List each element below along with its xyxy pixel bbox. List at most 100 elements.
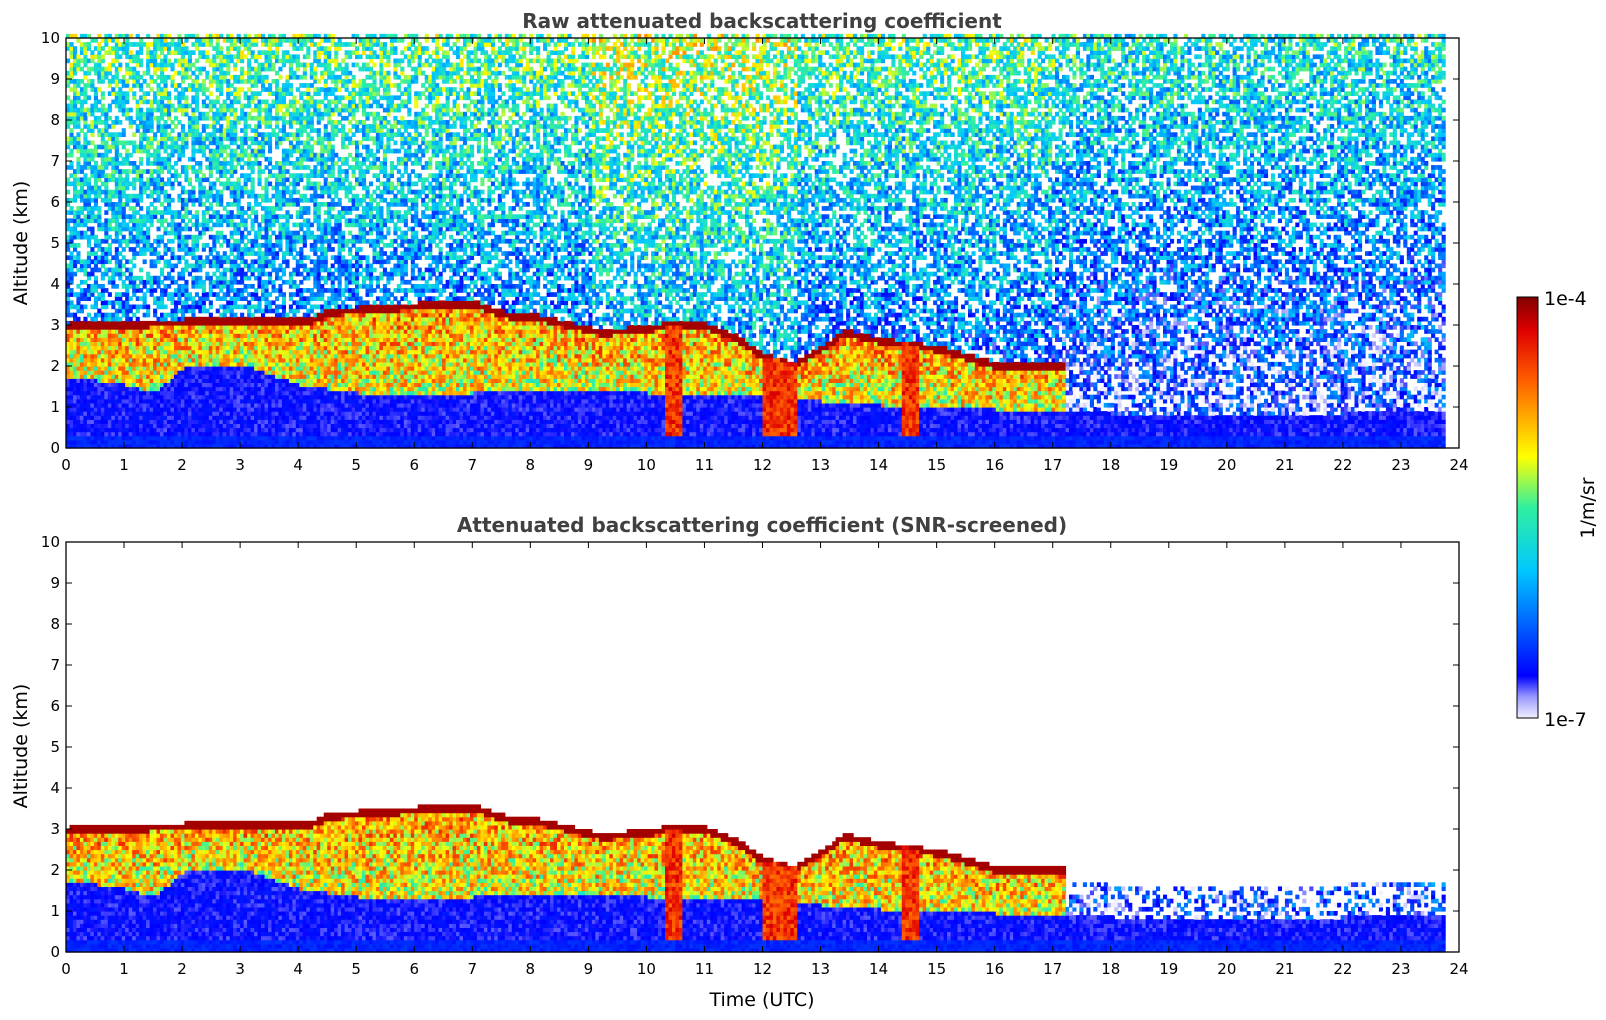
heatmap-cell [247,403,251,408]
heatmap-cell [177,309,181,314]
heatmap-cell [265,132,269,137]
heatmap-cell [125,141,129,146]
heatmap-cell [104,366,108,371]
heatmap-cell [171,325,175,330]
heatmap-cell [104,182,108,187]
heatmap-cell [177,42,181,47]
heatmap-cell [209,432,213,437]
heatmap-cell [285,153,289,158]
heatmap-cell [83,136,87,141]
heatmap-cell [70,104,74,109]
heatmap-cell [184,333,188,338]
heatmap-cell [268,264,272,269]
heatmap-cell [247,346,251,351]
heatmap-cell [209,440,213,445]
heatmap-cell [278,235,282,240]
heatmap-cell [157,108,161,113]
heatmap-cell [268,169,272,174]
heatmap-cell [223,350,227,355]
heatmap-cell [198,280,202,285]
heatmap-cell [282,116,286,121]
heatmap-cell [157,67,161,72]
heatmap-cell [216,169,220,174]
heatmap-cell [188,296,192,301]
heatmap-cell [87,387,91,392]
heatmap-cell [216,292,220,297]
heatmap-cell [181,186,185,191]
heatmap-cell [111,415,115,420]
heatmap-cell [76,235,80,240]
heatmap-cell [209,186,213,191]
heatmap-cell [219,112,223,117]
heatmap-cell [233,149,237,154]
heatmap-cell [115,83,119,88]
heatmap-cell [268,38,272,43]
heatmap-cell [251,313,255,318]
heatmap-cell [146,423,150,428]
heatmap-cell [101,300,105,305]
heatmap-cell [198,354,202,359]
heatmap-cell [188,157,192,162]
heatmap-cell [80,366,84,371]
heatmap-cell [289,243,293,248]
heatmap-cell [184,370,188,375]
heatmap-cell [181,46,185,51]
heatmap-cell [184,337,188,342]
heatmap-cell [181,153,185,158]
heatmap-cell [118,428,122,433]
heatmap-cell [146,440,150,445]
heatmap-cell [240,136,244,141]
heatmap-cell [278,399,282,404]
heatmap-cell [104,313,108,318]
heatmap-cell [258,116,262,121]
heatmap-cell [164,112,168,117]
heatmap-cell [198,440,202,445]
heatmap-cell [219,415,223,420]
heatmap-cell [268,120,272,125]
heatmap-cell [108,350,112,355]
heatmap-cell [104,362,108,367]
heatmap-cell [129,321,133,326]
heatmap-cell [282,87,286,92]
heatmap-cell [209,370,213,375]
heatmap-cell [223,116,227,121]
heatmap-cell [265,305,269,310]
heatmap-cell [188,272,192,277]
heatmap-cell [80,100,84,105]
heatmap-cell [268,276,272,281]
heatmap-cell [177,296,181,301]
heatmap-cell [157,100,161,105]
heatmap-cell [205,354,209,359]
heatmap-cell [205,329,209,334]
heatmap-cell [226,358,230,363]
heatmap-cell [167,399,171,404]
heatmap-cell [258,391,262,396]
heatmap-cell [289,387,293,392]
heatmap-cell [150,243,154,248]
heatmap-cell [265,300,269,305]
heatmap-cell [226,284,230,289]
heatmap-cell [90,231,94,236]
heatmap-cell [177,284,181,289]
heatmap-cell [160,354,164,359]
heatmap-cell [223,329,227,334]
heatmap-cell [139,59,143,64]
heatmap-cell [146,124,150,129]
heatmap-cell [70,300,74,305]
heatmap-cell [157,194,161,199]
heatmap-cell [174,161,178,166]
heatmap-cell [118,100,122,105]
heatmap-cell [80,415,84,420]
heatmap-cell [240,149,244,154]
heatmap-cell [184,141,188,146]
heatmap-cell [265,251,269,256]
heatmap-cell [251,190,255,195]
heatmap-cell [247,440,251,445]
heatmap-cell [272,268,276,273]
heatmap-cell [285,350,289,355]
heatmap-cell [282,231,286,236]
heatmap-cell [111,227,115,232]
heatmap-cell [90,354,94,359]
heatmap-cell [87,239,91,244]
heatmap-cell [261,186,265,191]
